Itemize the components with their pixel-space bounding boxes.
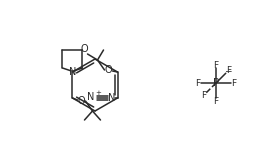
Text: N: N: [69, 67, 76, 77]
Text: P: P: [213, 78, 219, 88]
Text: O: O: [105, 65, 112, 75]
Text: F: F: [226, 66, 231, 75]
Text: N: N: [87, 92, 94, 102]
Text: O: O: [78, 96, 85, 106]
Text: F: F: [231, 79, 237, 87]
Text: F: F: [195, 79, 201, 87]
Text: N: N: [108, 93, 115, 103]
Text: F: F: [201, 91, 206, 100]
Text: +: +: [96, 90, 102, 96]
Text: −: −: [224, 66, 231, 76]
Text: O: O: [81, 44, 88, 54]
Text: F: F: [214, 97, 218, 105]
Text: F: F: [214, 61, 218, 69]
